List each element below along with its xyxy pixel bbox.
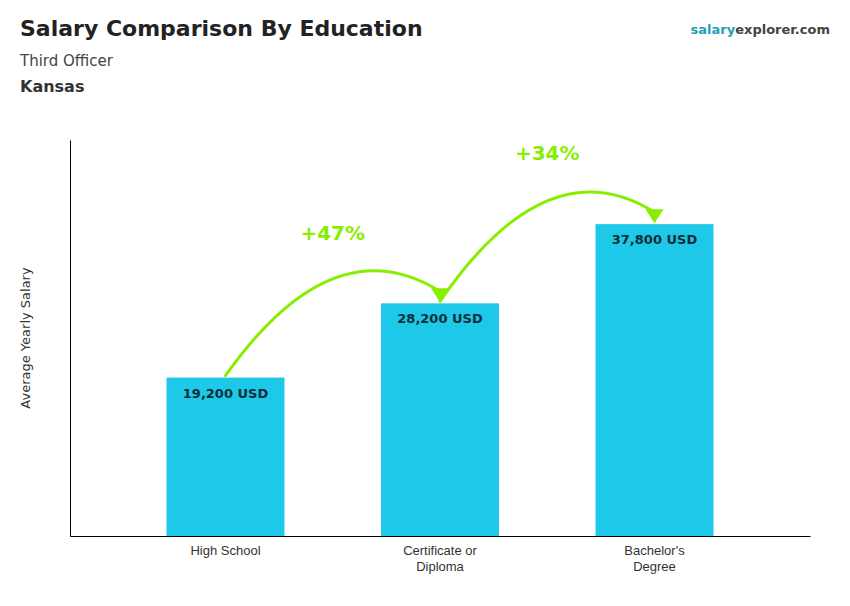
x-tick-label: High School	[190, 543, 260, 558]
x-tick-label: Bachelor'sDegree	[624, 543, 685, 574]
y-axis-line	[70, 141, 71, 537]
arrow-label: +47%	[300, 221, 365, 245]
bar	[596, 224, 714, 536]
bar	[381, 303, 499, 536]
arrow	[440, 192, 654, 301]
data-labels: 19,200 USD 28,200 USD 37,800 USD	[183, 232, 698, 400]
chart: Salary Comparison By Education Third Offi…	[0, 0, 850, 606]
x-axis: High School Certificate orDiploma Bachelor…	[71, 537, 811, 574]
bar	[167, 378, 285, 536]
data-label: 37,800 USD	[612, 232, 698, 247]
arrow	[226, 271, 440, 376]
x-tick: High School	[190, 543, 260, 558]
y-axis-title: Average Yearly Salary	[18, 267, 33, 409]
watermark-part: salary	[691, 22, 736, 37]
x-tick-label-line: Certificate or	[403, 543, 477, 558]
watermark: salaryexplorer.com	[691, 22, 830, 37]
x-tick: Certificate orDiploma	[403, 543, 477, 574]
watermark-part: explorer.com	[735, 22, 830, 37]
arrow-label: +34%	[515, 141, 580, 165]
annotations: +47% +34%	[226, 141, 664, 375]
subtitle: Third Officer	[19, 52, 114, 70]
x-tick-label-line: Bachelor's	[624, 543, 685, 558]
subtitle: Kansas	[20, 77, 84, 96]
x-axis-line	[71, 536, 811, 537]
x-tick-label: Certificate orDiploma	[403, 543, 477, 574]
x-tick-label-line: High School	[190, 543, 260, 558]
x-tick-label-line: Diploma	[416, 559, 464, 574]
data-label: 28,200 USD	[397, 311, 483, 326]
x-tick: Bachelor'sDegree	[624, 543, 685, 574]
title: Salary Comparison By Education	[20, 16, 423, 41]
y-axis	[70, 141, 71, 537]
x-tick-label-line: Degree	[633, 559, 676, 574]
arrow-head	[645, 209, 663, 223]
data-label: 19,200 USD	[183, 386, 269, 401]
bars	[167, 224, 714, 536]
